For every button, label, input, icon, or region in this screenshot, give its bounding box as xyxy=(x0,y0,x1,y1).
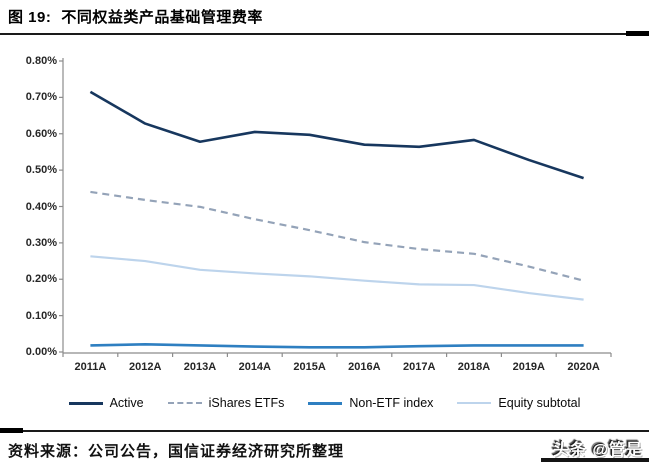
y-tick-label: 0.10% xyxy=(25,309,57,322)
figure-title-text: 不同权益类产品基础管理费率 xyxy=(61,9,263,26)
y-tick-label: 0.60% xyxy=(25,127,57,140)
series-line-ishares-etfs xyxy=(90,190,584,282)
legend-item-non-etf-index: Non-ETF index xyxy=(308,396,433,410)
x-tick-label: 2017A xyxy=(402,361,436,373)
x-tick-label: 2018A xyxy=(457,361,491,373)
legend-line-sample xyxy=(457,402,492,404)
legend-label: Equity subtotal xyxy=(498,396,581,410)
y-tick-label: 0.50% xyxy=(25,164,57,177)
watermark-underline-bar xyxy=(541,458,649,462)
x-tick-label: 2012A xyxy=(128,361,162,373)
y-tick-label: 0.20% xyxy=(25,273,57,286)
figure-title: 图 19: 不同权益类产品基础管理费率 xyxy=(8,6,263,27)
source-note: 资料来源：公司公告，国信证券经济研究所整理 xyxy=(8,444,345,460)
legend-line-sample xyxy=(308,401,343,405)
legend-line-sample xyxy=(68,401,103,405)
y-tick-label: 0.30% xyxy=(25,236,57,249)
y-tick-label: 0.70% xyxy=(25,91,57,104)
series-line-active xyxy=(89,90,585,180)
legend-line-sample xyxy=(167,402,202,404)
y-tick-label: 0.40% xyxy=(25,200,57,213)
legend-label: iShares ETFs xyxy=(208,396,285,410)
title-divider-line xyxy=(0,33,649,35)
series-line-equity-subtotal xyxy=(90,255,584,301)
y-tick-label: 0.00% xyxy=(25,346,57,358)
x-tick-label: 2020A xyxy=(567,361,600,373)
footer-divider-line xyxy=(0,430,649,432)
legend-label: Non-ETF index xyxy=(349,396,434,410)
legend-item-active: Active xyxy=(68,396,144,410)
figure-number: 图 19: xyxy=(8,9,52,26)
footer-divider-start-cap xyxy=(0,428,23,433)
x-tick-label: 2013A xyxy=(183,361,217,373)
legend-item-ishares-etfs: iShares ETFs xyxy=(167,396,285,410)
x-tick-label: 2014A xyxy=(238,361,271,373)
x-tick-label: 2019A xyxy=(512,361,545,373)
title-divider-end-cap xyxy=(626,31,649,36)
series-line-non-etf-index xyxy=(90,343,584,349)
y-tick-label: 0.80% xyxy=(25,55,57,67)
legend-item-equity-subtotal: Equity subtotal xyxy=(457,396,580,410)
x-tick-label: 2015A xyxy=(293,361,326,373)
watermark-text: 头条 @管是 xyxy=(552,442,643,459)
legend-label: Active xyxy=(109,396,144,410)
chart-legend: Active iShares ETFs Non-ETF index Equity su… xyxy=(0,396,649,410)
x-tick-label: 2016A xyxy=(348,361,381,373)
x-tick-label: 2011A xyxy=(74,361,107,373)
